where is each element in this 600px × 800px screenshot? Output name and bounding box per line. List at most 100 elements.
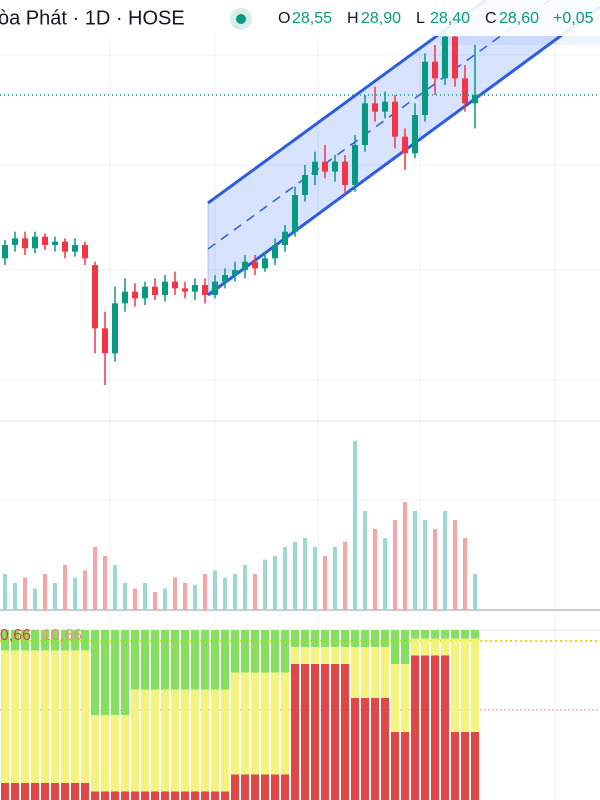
indicator-bar (161, 791, 169, 800)
indicator-bar (21, 650, 29, 783)
volume-bar (143, 583, 147, 610)
volume-bar (63, 565, 67, 610)
candle-body (212, 281, 218, 295)
indicator-bar (361, 647, 369, 698)
indicator-bar (411, 638, 419, 656)
indicator-bar (341, 664, 349, 800)
indicator-bar (21, 783, 29, 800)
indicator-bar (151, 689, 159, 792)
volume-bar (173, 577, 177, 610)
indicator-bar (261, 774, 269, 800)
indicator-bar (351, 647, 359, 698)
candle-body (332, 161, 338, 172)
volume-bar (373, 529, 377, 610)
indicator-bar (351, 698, 359, 800)
indicator-bar (51, 650, 59, 783)
indicator-bar (281, 774, 289, 800)
indicator-bar (371, 647, 379, 698)
indicator-bar (211, 630, 219, 690)
ohlc-value: 28,55 (292, 10, 332, 27)
indicator-bar (111, 715, 119, 792)
volume-bar (283, 547, 287, 610)
indicator-bar (321, 630, 329, 647)
candle-body (252, 261, 258, 269)
indicator-bar (201, 689, 209, 792)
candle-body (202, 285, 208, 295)
indicator-bar (151, 630, 159, 690)
indicator-bar (401, 732, 409, 800)
candle-body (112, 303, 118, 354)
indicator-bar (141, 791, 149, 800)
candle-body (262, 258, 268, 269)
ohlc: O 28,55 H 28,90 L 28,40 C 28,60 (278, 10, 539, 27)
indicator-bar (291, 664, 299, 800)
indicator-bar (161, 689, 169, 792)
indicator-bar (381, 630, 389, 647)
indicator-bar (51, 783, 59, 800)
indicator-bar (331, 630, 339, 647)
volume-bar (253, 574, 257, 610)
volume-bar (3, 574, 7, 610)
indicator-bar (221, 791, 229, 800)
indicator-bar (31, 630, 39, 651)
indicator-bar (361, 630, 369, 647)
volume-bar (303, 538, 307, 610)
indicator-bar (301, 630, 309, 647)
indicator-bar (441, 655, 449, 800)
indicator-bar (341, 647, 349, 664)
indicator-bar (261, 672, 269, 775)
indicator-bar (91, 715, 99, 792)
indicator-bar (81, 650, 89, 783)
indicator-bar (311, 647, 319, 664)
indicator-bar (431, 655, 439, 800)
indicator-bar (301, 647, 309, 664)
candle-body (152, 286, 158, 295)
candle-body (222, 275, 228, 282)
indicator-bar (11, 630, 19, 651)
indicator-bar (251, 630, 259, 673)
volume-bar (153, 592, 157, 610)
indicator-bar (471, 638, 479, 732)
indicator-bar (91, 630, 99, 715)
indicator-bar (311, 630, 319, 647)
indicator-bar (231, 672, 239, 775)
candle-body (312, 161, 318, 175)
indicator-bar (11, 650, 19, 783)
volume-bar (53, 583, 57, 610)
candle-body (142, 286, 148, 299)
volume-bar (23, 577, 27, 610)
indicator-bar (391, 664, 399, 732)
indicator-bar (251, 774, 259, 800)
volume-bar (233, 574, 237, 610)
indicator-bar (201, 791, 209, 800)
indicator-bar (411, 655, 419, 800)
indicator-bar (331, 647, 339, 664)
indicator-bar (471, 732, 479, 800)
indicator-bar (211, 791, 219, 800)
indicator-bar (61, 783, 69, 800)
indicator-bar (81, 630, 89, 651)
indicator-bar (421, 630, 429, 639)
indicator-bar (181, 630, 189, 690)
candle-body (102, 328, 108, 354)
volume-bar (273, 556, 277, 610)
indicator-bar (191, 791, 199, 800)
symbol-title: òa Phát · 1D · HOSE (0, 7, 185, 29)
indicator-bar (241, 672, 249, 775)
indicator-bar (231, 630, 239, 673)
candle-body (92, 265, 98, 329)
indicator-bar (451, 630, 459, 639)
indicator-bar (341, 630, 349, 647)
indicator-bar (81, 783, 89, 800)
indicator-bar (371, 698, 379, 800)
indicator-bar (251, 672, 259, 775)
indicator-bar (391, 732, 399, 800)
candle-body (472, 95, 478, 104)
change: +0,05 (553, 10, 594, 27)
indicator-bar (161, 630, 169, 690)
indicator-bar (141, 630, 149, 690)
volume-bar (113, 565, 117, 610)
candle-body (122, 291, 128, 304)
indicator-bar (431, 638, 439, 656)
indicator-bar (1, 650, 9, 783)
